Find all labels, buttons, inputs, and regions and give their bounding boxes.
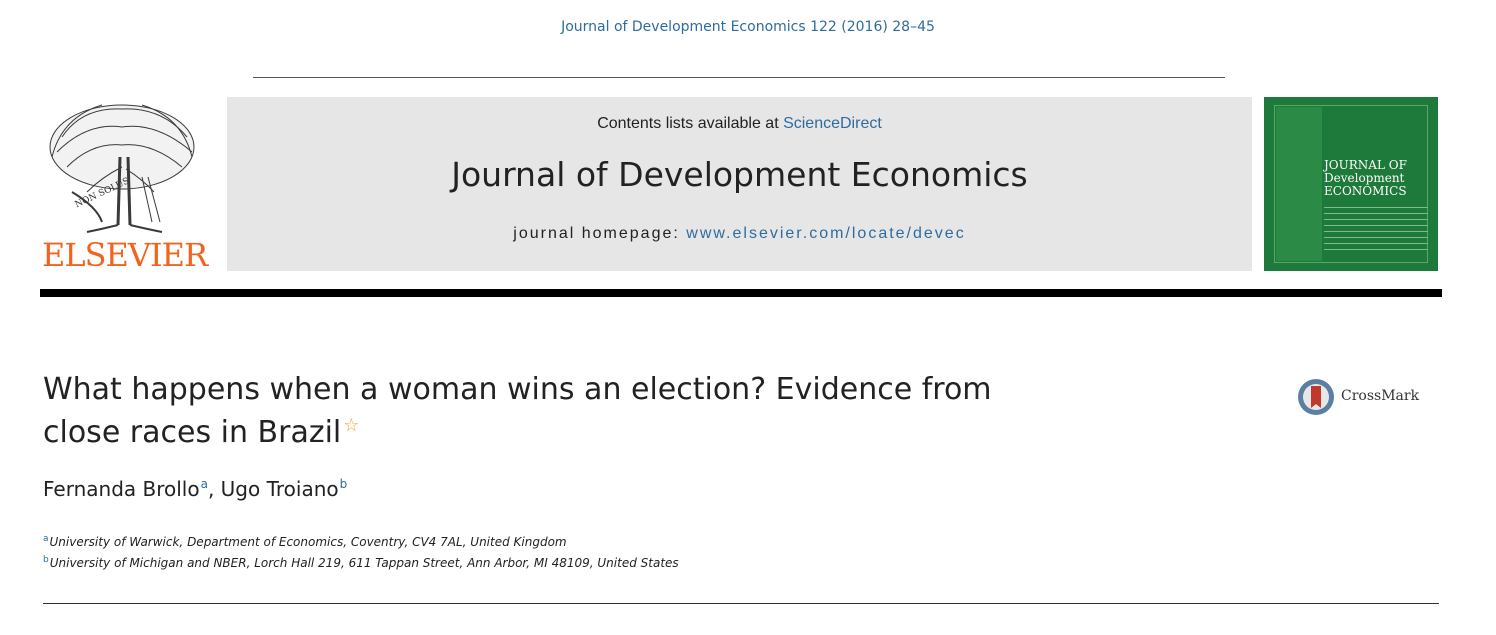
author-name: Ugo Troiano <box>220 477 339 501</box>
author-name: Fernanda Brollo <box>43 477 200 501</box>
cover-text-lines <box>1324 207 1428 255</box>
homepage-line: journal homepage: www.elsevier.com/locat… <box>227 225 1252 243</box>
cover-strip <box>1276 107 1322 261</box>
sciencedirect-link[interactable]: ScienceDirect <box>783 115 882 132</box>
affiliation-marker: b <box>43 555 49 565</box>
elsevier-wordmark: ELSEVIER <box>42 236 208 274</box>
journal-banner: Contents lists available at ScienceDirec… <box>227 97 1252 271</box>
cover-border <box>1274 105 1428 263</box>
affiliation-marker: a <box>43 534 49 544</box>
crossmark-label: CrossMark <box>1341 388 1420 404</box>
affiliation-text: University of Michigan and NBER, Lorch H… <box>49 556 679 570</box>
article-title: What happens when a woman wins an electi… <box>43 372 1023 451</box>
crossmark-icon <box>1298 379 1334 415</box>
section-rule <box>43 603 1439 604</box>
affiliation: bUniversity of Michigan and NBER, Lorch … <box>43 555 679 570</box>
header-rule <box>253 77 1225 78</box>
title-footnote-star-icon[interactable]: ☆ <box>343 415 360 436</box>
cover-line-3: ECONOMICS <box>1324 184 1407 198</box>
article-title-text: What happens when a woman wins an electi… <box>43 372 992 450</box>
journal-name: Journal of Development Economics <box>451 155 1028 194</box>
elsevier-logo: NON SOLUS ELSEVIER <box>42 97 208 274</box>
author-affiliation-link[interactable]: b <box>339 477 348 492</box>
elsevier-tree-icon: NON SOLUS <box>49 104 195 233</box>
cover-line-2: Development <box>1324 171 1405 185</box>
journal-homepage-link[interactable]: www.elsevier.com/locate/devec <box>686 225 966 242</box>
contents-prefix: Contents lists available at <box>597 115 784 132</box>
author-affiliation-link[interactable]: a <box>200 477 208 492</box>
journal-cover-thumbnail[interactable]: JOURNAL OF Development ECONOMICS <box>1264 97 1438 271</box>
cover-title: JOURNAL OF Development ECONOMICS <box>1324 159 1436 198</box>
author-separator: , <box>207 477 221 501</box>
cover-line-1: JOURNAL OF <box>1324 158 1407 172</box>
masthead-rule <box>40 289 1442 297</box>
journal-citation-link[interactable]: Journal of Development Economics 122 (20… <box>561 19 935 35</box>
contents-line: Contents lists available at ScienceDirec… <box>227 115 1252 133</box>
homepage-prefix: journal homepage: <box>513 225 687 242</box>
affiliation: aUniversity of Warwick, Department of Ec… <box>43 534 567 549</box>
crossmark-button[interactable]: CrossMark <box>1297 378 1447 418</box>
affiliation-text: University of Warwick, Department of Eco… <box>49 535 567 549</box>
author-list: Fernanda Brolloa, Ugo Troianob <box>43 477 347 501</box>
